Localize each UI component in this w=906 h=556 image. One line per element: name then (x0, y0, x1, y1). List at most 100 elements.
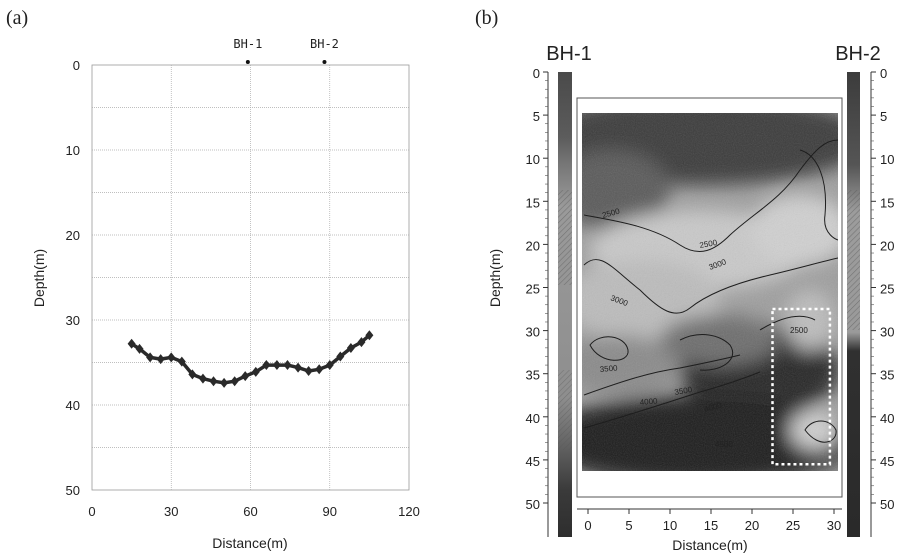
x-tick-label: 15 (704, 518, 718, 533)
panel-a-label: (a) (6, 7, 28, 29)
contour-label: 4000 (639, 396, 658, 407)
data-point (294, 362, 303, 373)
panel-b-left-y-ticks: 0 5 10 15 20 25 30 35 40 45 50 (526, 66, 548, 512)
panel-b-x-ticks: 0 5 10 15 20 25 30 (584, 509, 841, 533)
x-tick-label: 30 (827, 518, 841, 533)
left-y-tick-label: 50 (526, 497, 540, 512)
data-point (283, 360, 292, 371)
borehole-label-bh1: BH-1 (546, 43, 592, 65)
data-point (135, 343, 144, 354)
data-point (188, 369, 197, 380)
data-point (230, 376, 239, 387)
data-point (220, 377, 229, 388)
right-y-tick-label: 25 (880, 282, 894, 297)
data-point (272, 360, 281, 371)
panel-b-right-axis: 0 5 10 15 20 25 30 35 40 45 50 (870, 66, 894, 537)
y-tick-label: 0 (73, 58, 80, 73)
right-y-tick-label: 35 (880, 368, 894, 383)
borehole-marker (322, 60, 327, 64)
borehole-label: BH-1 (233, 37, 262, 51)
y-tick-label: 30 (66, 313, 80, 328)
panel-b-x-axis-title: Distance(m) (672, 537, 747, 553)
right-y-tick-label: 50 (880, 497, 894, 512)
right-y-tick-label: 20 (880, 238, 894, 253)
right-y-tick-label: 45 (880, 454, 894, 469)
panel-b-right-y-ticks: 0 5 10 15 20 25 30 35 40 45 50 (871, 66, 894, 512)
x-tick-label: 30 (164, 504, 178, 519)
panel-b-label: (b) (475, 7, 498, 29)
x-tick-label: 0 (584, 518, 591, 533)
data-point (241, 371, 250, 382)
panel-b-left-axis: 0 5 10 15 20 25 30 35 40 45 50 (526, 66, 549, 537)
data-point (325, 360, 334, 371)
borehole-marker (245, 60, 250, 64)
data-point (198, 373, 207, 384)
panel-a-gridlines (92, 65, 409, 490)
data-point (336, 351, 345, 362)
data-point (156, 354, 165, 365)
data-point (209, 376, 218, 387)
y-tick-label: 10 (66, 143, 80, 158)
data-point (127, 338, 136, 349)
borehole-bh2-log (847, 72, 860, 537)
contour-label: 3500 (674, 385, 694, 397)
panel-a-x-axis-title: Distance(m) (212, 535, 287, 551)
data-point (304, 366, 313, 376)
data-point (262, 360, 271, 371)
panel-a-plot: 0 30 60 90 120 0 10 20 30 40 50 BH-1 BH-2 Distance… (31, 37, 420, 551)
highlight-box (771, 307, 832, 466)
right-y-tick-label: 15 (880, 195, 894, 210)
x-tick-label: 25 (786, 518, 800, 533)
left-y-tick-label: 15 (526, 195, 540, 210)
left-y-tick-label: 40 (526, 411, 540, 426)
contour-label: 2500 (699, 238, 719, 250)
data-point (315, 364, 324, 375)
contour-label: 2500 (790, 326, 808, 335)
right-y-tick-label: 40 (880, 411, 894, 426)
data-point (346, 343, 355, 354)
panel-a-y-ticks: 0 10 20 30 40 50 (66, 58, 80, 498)
y-tick-label: 40 (66, 398, 80, 413)
left-y-tick-label: 45 (526, 454, 540, 469)
y-tick-label: 50 (66, 483, 80, 498)
left-y-tick-label: 0 (533, 66, 540, 81)
left-y-tick-label: 35 (526, 368, 540, 383)
data-point (357, 337, 366, 348)
contour-lines (583, 139, 838, 443)
left-y-tick-label: 5 (533, 109, 540, 124)
left-y-tick-label: 25 (526, 282, 540, 297)
data-point (146, 352, 155, 363)
panel-b-y-axis-title: Depth(m) (487, 249, 503, 307)
right-y-tick-label: 10 (880, 152, 894, 167)
y-tick-label: 20 (66, 228, 80, 243)
data-point (251, 366, 260, 377)
borehole-bh1-log (558, 72, 572, 537)
panel-a-y-axis-title: Depth(m) (31, 249, 47, 307)
panel-b-bottom-axis: 0 5 10 15 20 25 30 (577, 508, 842, 533)
panel-a-borehole-markers: BH-1 BH-2 (233, 37, 339, 64)
x-tick-label: 90 (323, 504, 337, 519)
panel-a-x-ticks: 0 30 60 90 120 (88, 504, 419, 519)
data-point (177, 356, 186, 367)
right-y-tick-label: 0 (880, 66, 887, 81)
borehole-label-bh2: BH-2 (835, 43, 881, 65)
x-tick-label: 120 (398, 504, 420, 519)
x-tick-label: 60 (243, 504, 257, 519)
data-point (365, 330, 374, 341)
right-y-tick-label: 5 (880, 109, 887, 124)
data-point (167, 352, 176, 363)
contour-label: 3500 (599, 363, 618, 374)
left-y-tick-label: 10 (526, 152, 540, 167)
contour-label: 4500 (715, 440, 733, 449)
left-y-tick-label: 30 (526, 325, 540, 340)
panel-b-plot: 2500250030003000350025003500400040004500… (487, 43, 894, 553)
x-tick-label: 0 (88, 504, 95, 519)
left-y-tick-label: 20 (526, 238, 540, 253)
borehole-label: BH-2 (310, 37, 339, 51)
panel-a-series (127, 330, 374, 388)
x-tick-label: 5 (625, 518, 632, 533)
right-y-tick-label: 30 (880, 325, 894, 340)
x-tick-label: 20 (745, 518, 759, 533)
